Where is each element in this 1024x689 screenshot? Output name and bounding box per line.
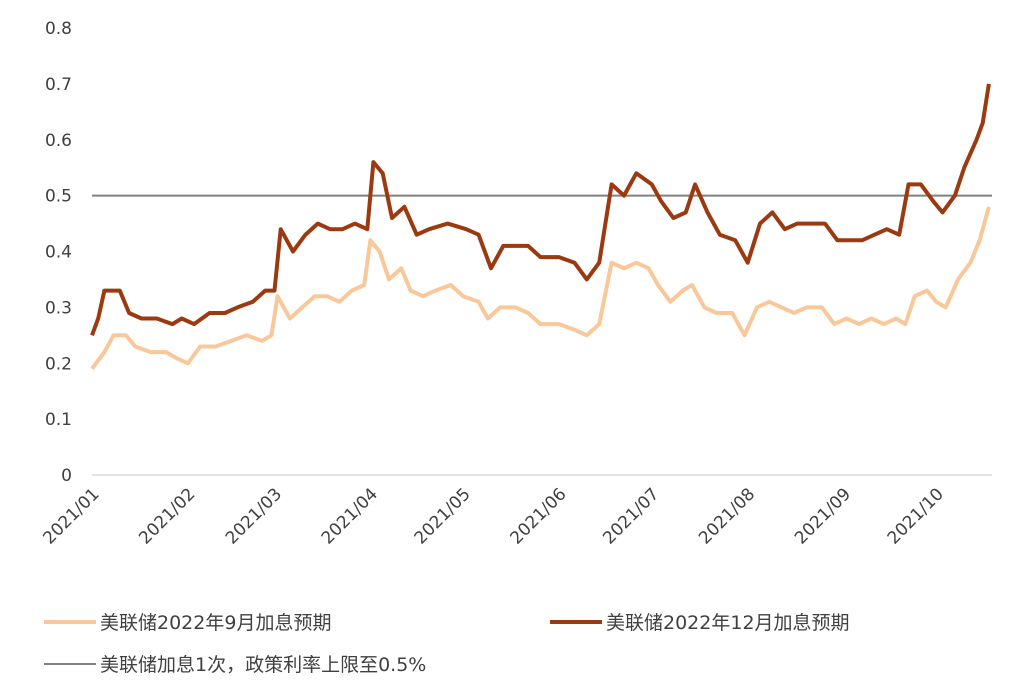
x-tick-label: 2021/03	[222, 484, 286, 548]
legend-swatch-reference	[44, 662, 96, 665]
y-tick-label: 0.7	[45, 75, 72, 95]
x-tick-label: 2021/04	[318, 484, 382, 548]
legend-label-reference: 美联储加息1次，政策利率上限至0.5%	[100, 654, 427, 676]
y-tick-label: 0.3	[45, 298, 72, 318]
x-tick-label: 2021/10	[884, 484, 948, 548]
legend-label-sep-2022: 美联储2022年9月加息预期	[100, 612, 332, 634]
line-chart: 0 0.1 0.2 0.3 0.4 0.5 0.6 0.7 0.8 2021/01 2021/02…	[39, 19, 992, 548]
y-tick-label: 0	[61, 466, 72, 486]
y-axis-ticks: 0 0.1 0.2 0.3 0.4 0.5 0.6 0.7 0.8	[45, 19, 72, 486]
y-tick-label: 0.8	[45, 19, 72, 39]
series-line-dec-2022	[90, 83, 991, 336]
legend-item-dec-2022: 美联储2022年12月加息预期	[550, 608, 850, 635]
x-tick-label: 2021/02	[135, 484, 199, 548]
y-tick-label: 0.4	[45, 243, 72, 263]
legend-swatch-sep-2022	[44, 619, 96, 624]
y-tick-label: 0.1	[45, 410, 72, 430]
series-line-sep-2022	[90, 206, 991, 370]
y-tick-label: 0.2	[45, 354, 72, 374]
x-tick-label: 2021/07	[599, 484, 663, 548]
x-tick-label: 2021/05	[411, 484, 475, 548]
x-tick-label: 2021/09	[791, 484, 855, 548]
x-tick-label: 2021/08	[695, 484, 759, 548]
y-tick-label: 0.5	[45, 187, 72, 207]
x-tick-label: 2021/06	[506, 484, 570, 548]
legend-swatch-dec-2022	[550, 619, 602, 624]
legend-label-dec-2022: 美联储2022年12月加息预期	[606, 612, 850, 634]
x-tick-label: 2021/01	[39, 484, 103, 548]
legend-item-sep-2022: 美联储2022年9月加息预期	[44, 608, 331, 635]
y-tick-label: 0.6	[45, 131, 72, 151]
legend-item-reference: 美联储加息1次，政策利率上限至0.5%	[44, 650, 426, 677]
x-axis-ticks: 2021/01 2021/02 2021/03 2021/04 2021/05 2021/…	[39, 484, 947, 548]
